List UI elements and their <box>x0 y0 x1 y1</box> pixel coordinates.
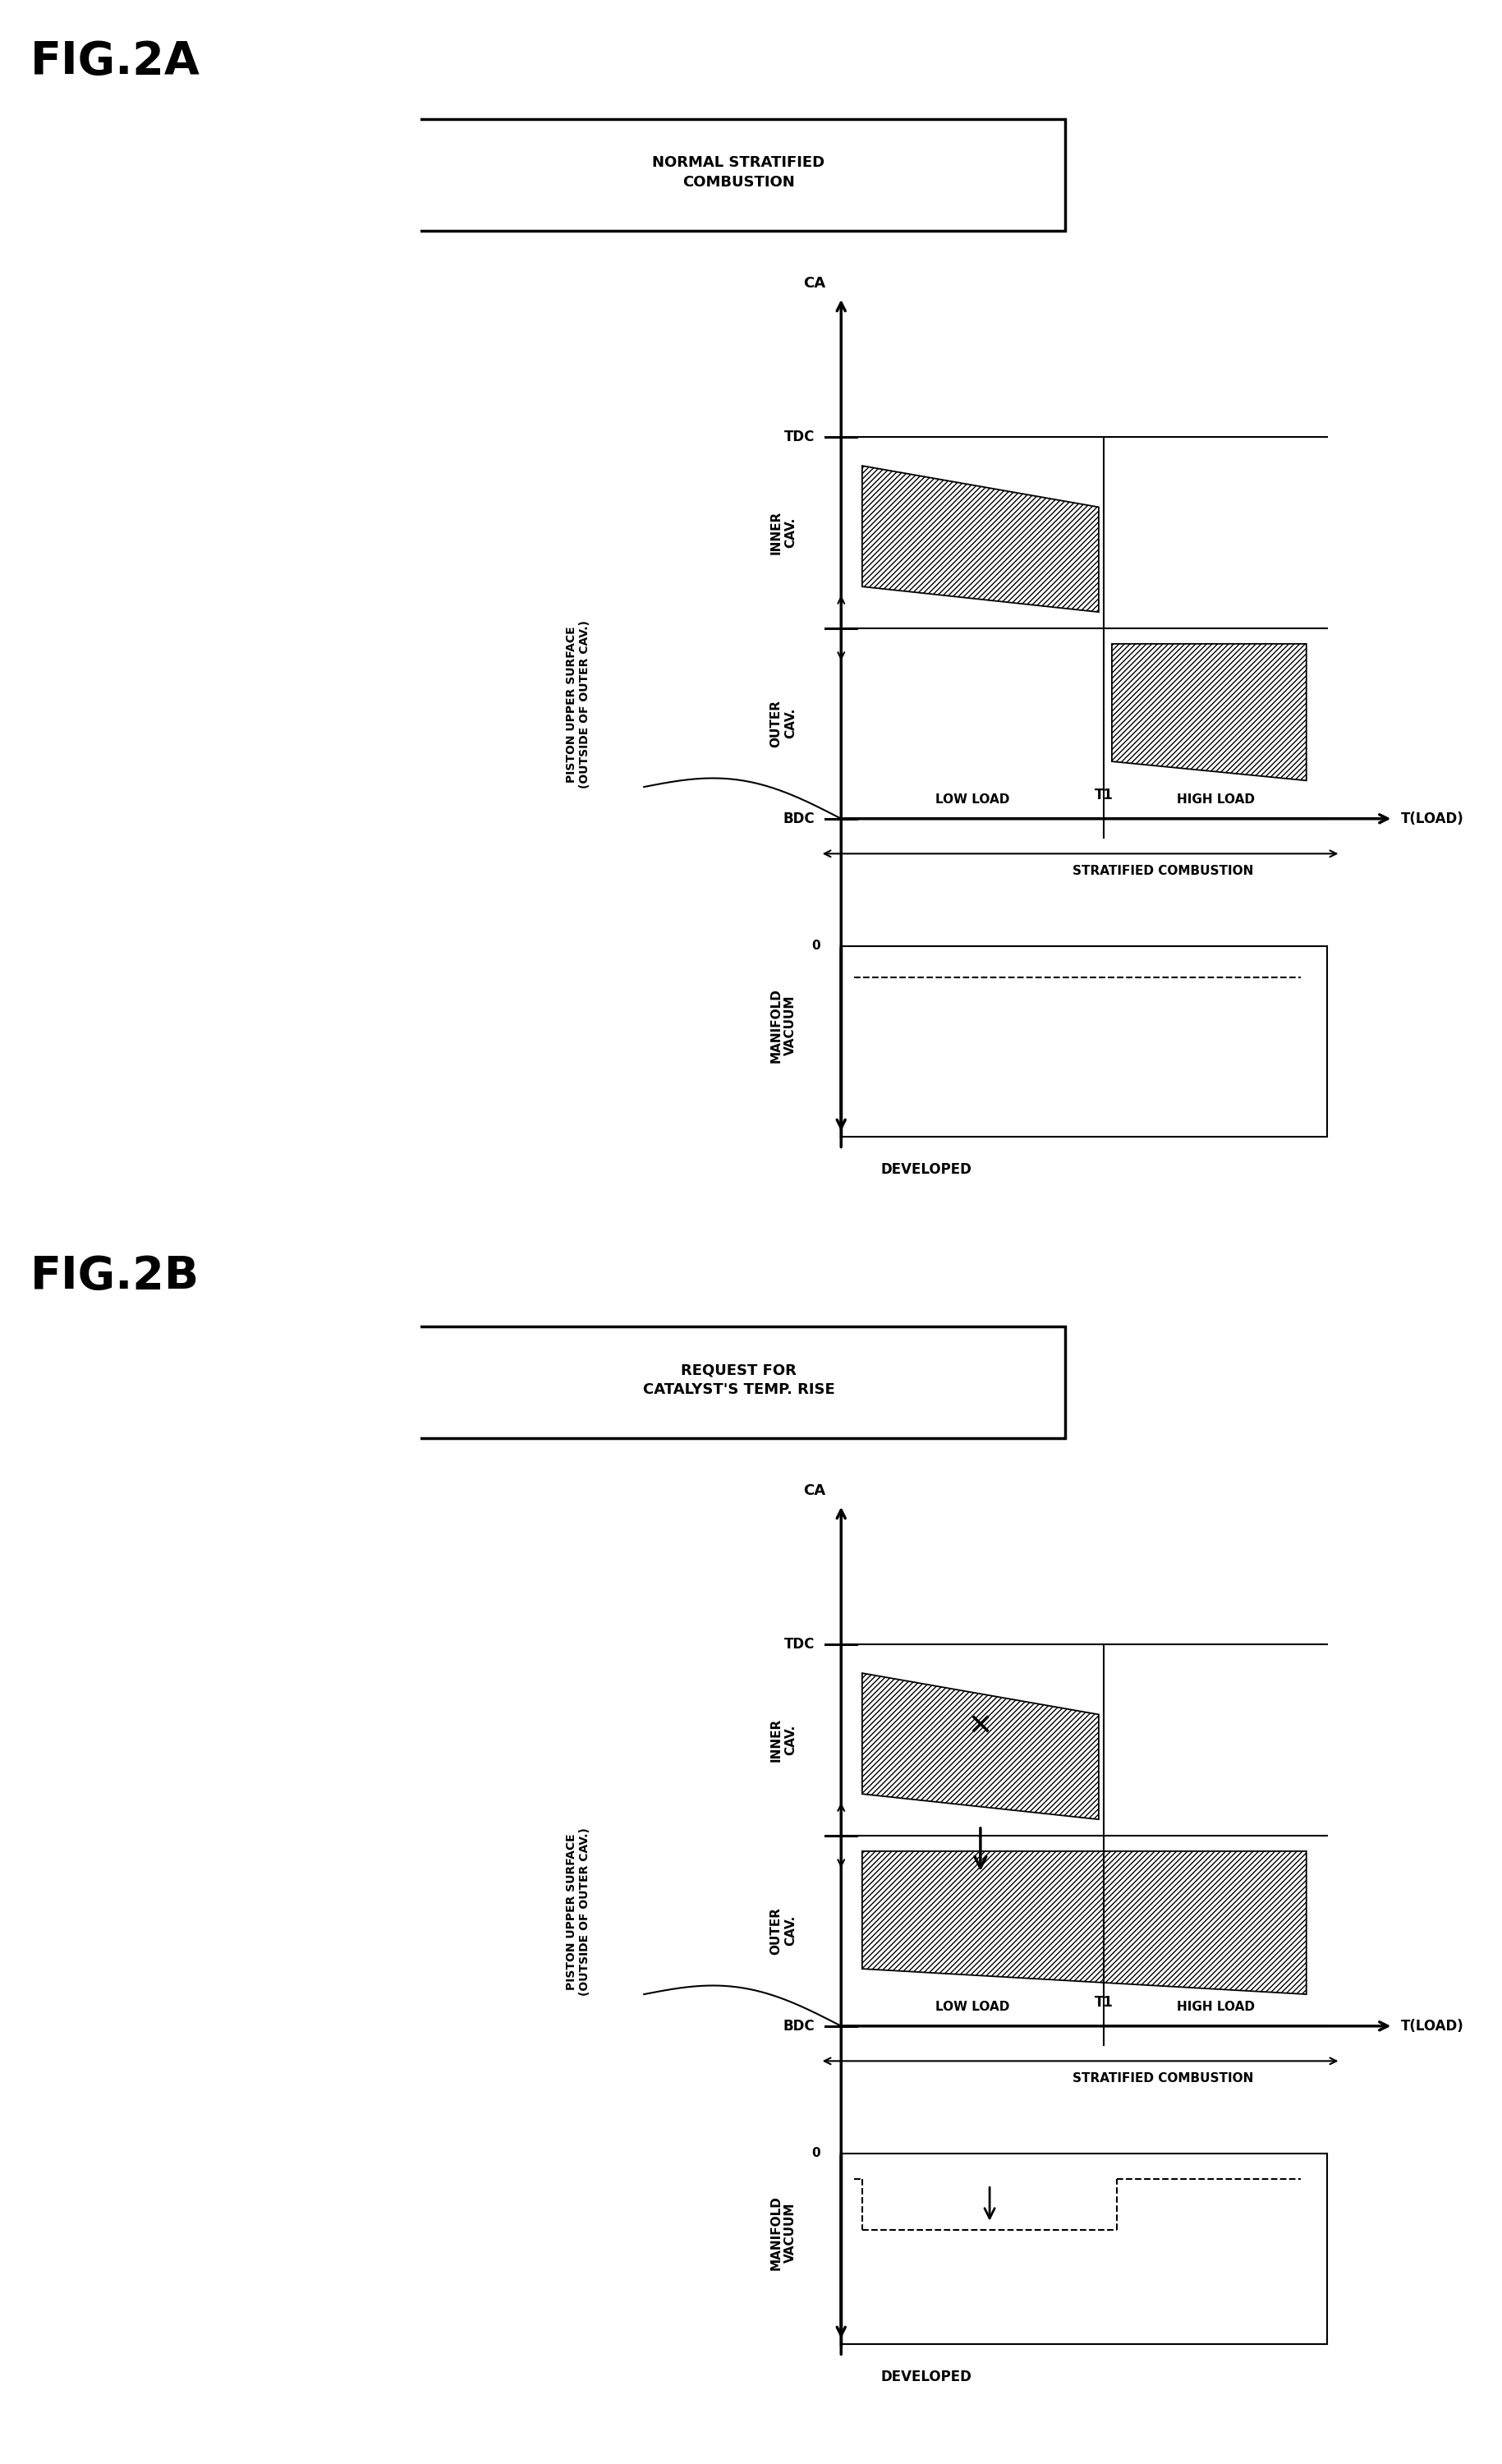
Polygon shape <box>862 466 1099 611</box>
Text: ✕: ✕ <box>967 1712 993 1742</box>
Text: PISTON UPPER SURFACE
(OUTSIDE OF OUTER CAV.): PISTON UPPER SURFACE (OUTSIDE OF OUTER C… <box>566 1828 590 1996</box>
Text: T1: T1 <box>1095 1996 1113 2011</box>
FancyBboxPatch shape <box>412 118 1065 232</box>
Text: HIGH LOAD: HIGH LOAD <box>1176 793 1254 806</box>
Text: MANIFOLD
VACUUM: MANIFOLD VACUUM <box>771 988 796 1062</box>
Text: LOW LOAD: LOW LOAD <box>936 793 1009 806</box>
Text: REQUEST FOR
CATALYST'S TEMP. RISE: REQUEST FOR CATALYST'S TEMP. RISE <box>643 1363 835 1397</box>
Text: TDC: TDC <box>784 1636 816 1651</box>
Text: T1: T1 <box>1095 788 1113 803</box>
Text: 0: 0 <box>811 2146 820 2158</box>
Text: MANIFOLD
VACUUM: MANIFOLD VACUUM <box>771 2195 796 2269</box>
Text: DEVELOPED: DEVELOPED <box>880 2370 972 2385</box>
Polygon shape <box>862 1673 1099 1818</box>
Text: BDC: BDC <box>783 811 816 825</box>
Text: BDC: BDC <box>783 2018 816 2033</box>
Text: NORMAL STRATIFIED
COMBUSTION: NORMAL STRATIFIED COMBUSTION <box>652 155 825 190</box>
Text: OUTER
CAV.: OUTER CAV. <box>771 1907 796 1954</box>
Text: INNER
CAV.: INNER CAV. <box>771 1717 796 1762</box>
Text: STRATIFIED COMBUSTION: STRATIFIED COMBUSTION <box>1072 2072 1254 2085</box>
Text: TDC: TDC <box>784 429 816 444</box>
Text: LOW LOAD: LOW LOAD <box>936 2001 1009 2013</box>
Text: INNER
CAV.: INNER CAV. <box>771 510 796 554</box>
Text: FIG.2B: FIG.2B <box>30 1254 200 1299</box>
Text: CA: CA <box>804 1483 826 1498</box>
Text: DEVELOPED: DEVELOPED <box>880 1163 972 1178</box>
Text: T(LOAD): T(LOAD) <box>1401 811 1464 825</box>
Polygon shape <box>862 1850 1307 1993</box>
Text: 0: 0 <box>811 939 820 951</box>
FancyBboxPatch shape <box>412 1326 1065 1439</box>
Text: T(LOAD): T(LOAD) <box>1401 2018 1464 2033</box>
Polygon shape <box>1111 643 1307 781</box>
Text: STRATIFIED COMBUSTION: STRATIFIED COMBUSTION <box>1072 865 1254 877</box>
Text: PISTON UPPER SURFACE
(OUTSIDE OF OUTER CAV.): PISTON UPPER SURFACE (OUTSIDE OF OUTER C… <box>566 621 590 788</box>
Text: FIG.2A: FIG.2A <box>30 39 200 84</box>
Text: CA: CA <box>804 276 826 291</box>
Text: HIGH LOAD: HIGH LOAD <box>1176 2001 1254 2013</box>
Text: OUTER
CAV.: OUTER CAV. <box>771 700 796 747</box>
